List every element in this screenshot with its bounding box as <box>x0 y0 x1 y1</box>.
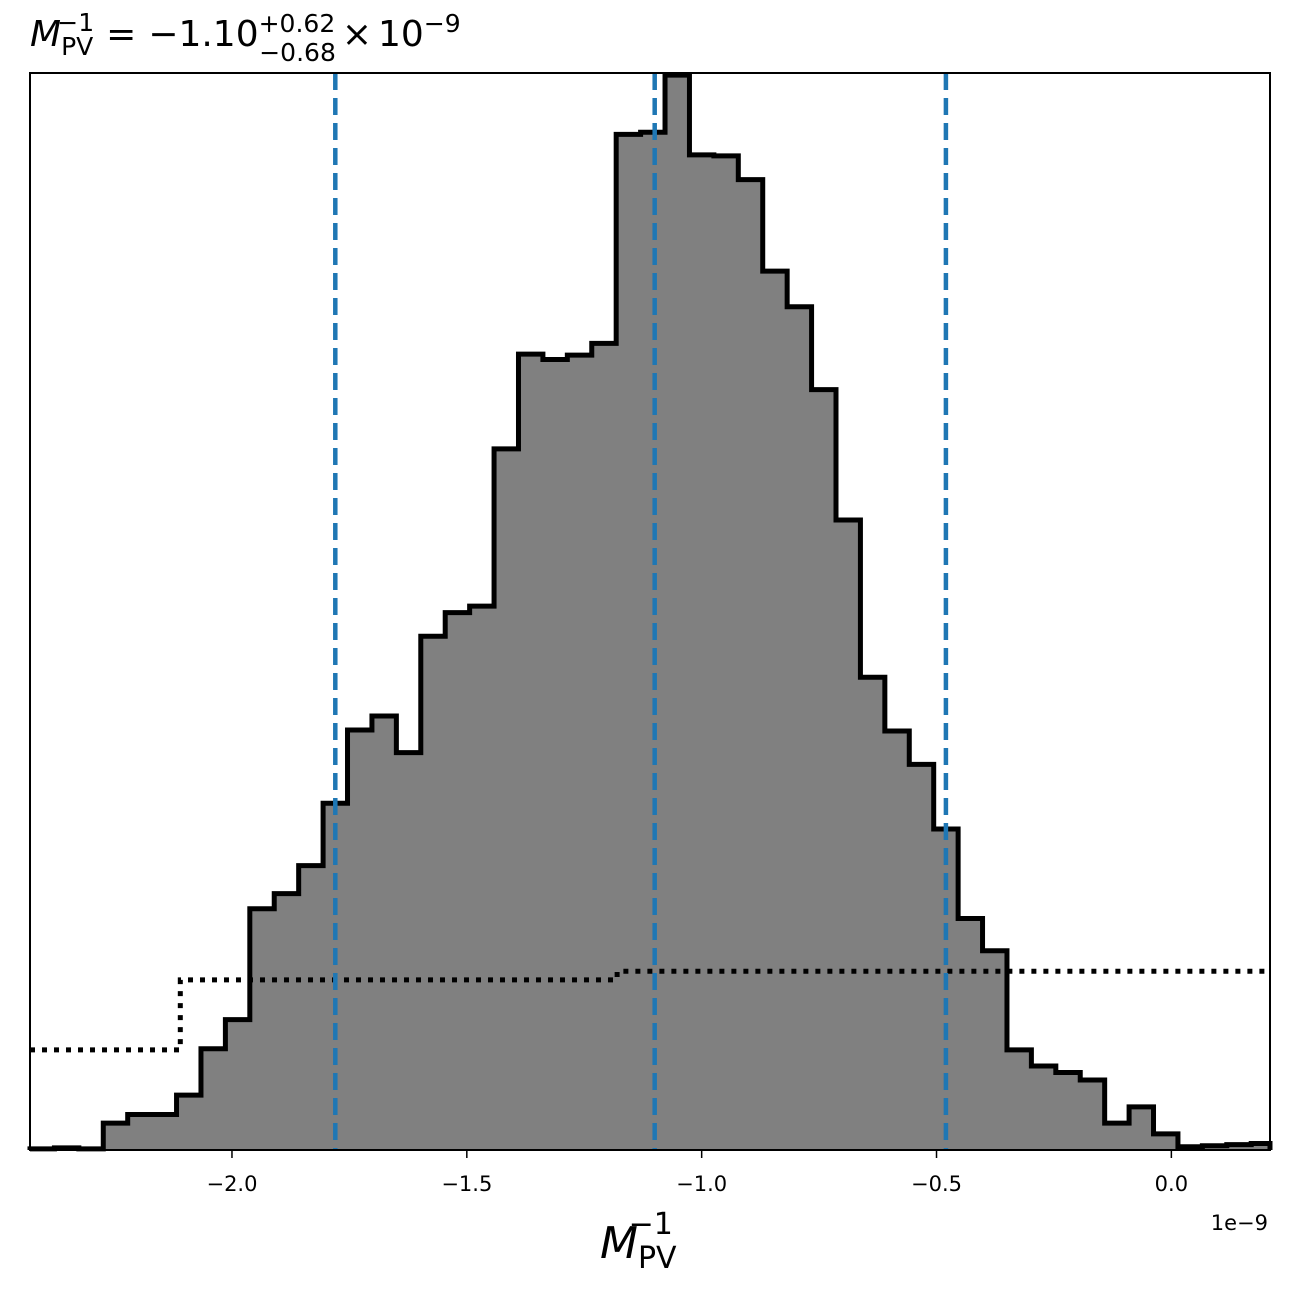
histogram-bar <box>1153 1133 1179 1150</box>
histogram-bar <box>909 764 935 1150</box>
histogram-bar <box>469 606 495 1150</box>
title-equals: = <box>106 14 136 55</box>
histogram-bar <box>1055 1072 1081 1150</box>
histogram-bar <box>1080 1079 1106 1150</box>
x-tick-label: −1.5 <box>441 1172 492 1196</box>
histogram-bar <box>152 1114 178 1150</box>
histogram-bar <box>982 950 1008 1150</box>
histogram-bar <box>274 893 300 1150</box>
histogram-bar <box>518 354 544 1150</box>
title-times: × <box>342 14 372 55</box>
title-base: 10 <box>378 14 424 55</box>
histogram-bar <box>738 179 764 1151</box>
xlabel-sup: −1 <box>629 1207 673 1242</box>
histogram-bar <box>591 343 617 1150</box>
x-tick-label: 0.0 <box>1155 1172 1188 1196</box>
histogram-bar <box>811 389 837 1150</box>
x-axis-label: MPV−1 <box>600 1207 677 1276</box>
histogram-bar <box>176 1095 202 1150</box>
title-sup: −1 <box>57 8 94 37</box>
x-tick-label: −0.5 <box>911 1172 962 1196</box>
x-axis-ticks: −2.0 −1.5 −1.0 −0.5 0.0 <box>206 1150 1188 1196</box>
title-minus: −0.68 <box>259 38 336 67</box>
histogram-bar <box>542 359 568 1150</box>
histogram-bar <box>1006 1049 1032 1150</box>
histogram-bar <box>665 75 691 1150</box>
title-sub: PV <box>61 32 93 61</box>
x-tick-label: −2.0 <box>206 1172 257 1196</box>
histogram-bar <box>860 677 886 1150</box>
histogram-bar <box>494 448 520 1150</box>
histogram-bar <box>689 154 715 1151</box>
chart-title: MPV−1 = −1.10+0.62 −0.68 × 10−9 <box>30 8 461 67</box>
histogram-outline <box>27 72 1273 1152</box>
histogram-bar <box>420 636 446 1150</box>
histogram-bar <box>445 612 471 1150</box>
x-tick-label: −1.0 <box>676 1172 727 1196</box>
title-exponent: −9 <box>424 9 461 38</box>
title-median: −1.10 <box>148 14 258 55</box>
histogram-bar <box>1104 1123 1130 1150</box>
histogram-bar <box>103 1123 129 1150</box>
title-plus: +0.62 <box>259 9 336 38</box>
histogram-bar <box>713 155 739 1150</box>
histogram-bar <box>958 918 984 1150</box>
histogram-bar <box>200 1048 226 1150</box>
histogram-bar <box>884 731 910 1150</box>
histogram-bar <box>249 908 275 1150</box>
histogram-bar <box>298 865 324 1150</box>
x-offset-label: 1e−9 <box>1211 1211 1268 1235</box>
xlabel-symbol: M <box>600 1218 638 1269</box>
histogram-bar <box>836 519 862 1150</box>
histogram-bar <box>762 271 788 1151</box>
axes-frame <box>29 72 1271 1151</box>
histogram-bar <box>567 355 593 1150</box>
histogram-bar <box>127 1114 153 1150</box>
histogram-bar <box>1031 1065 1057 1150</box>
histogram-bar <box>1129 1106 1155 1150</box>
histogram-bar <box>371 715 397 1150</box>
histogram-bar <box>1251 1143 1271 1150</box>
histogram-bar <box>347 729 373 1150</box>
plot-area <box>27 72 1273 1152</box>
histogram-bar <box>616 134 642 1150</box>
xlabel-sub: PV <box>638 1241 677 1276</box>
histogram-bar <box>225 1019 251 1150</box>
title-symbol: M <box>30 14 61 55</box>
histogram-bar <box>787 306 813 1151</box>
histogram-bar <box>1226 1144 1252 1150</box>
histogram-bar <box>396 752 422 1150</box>
